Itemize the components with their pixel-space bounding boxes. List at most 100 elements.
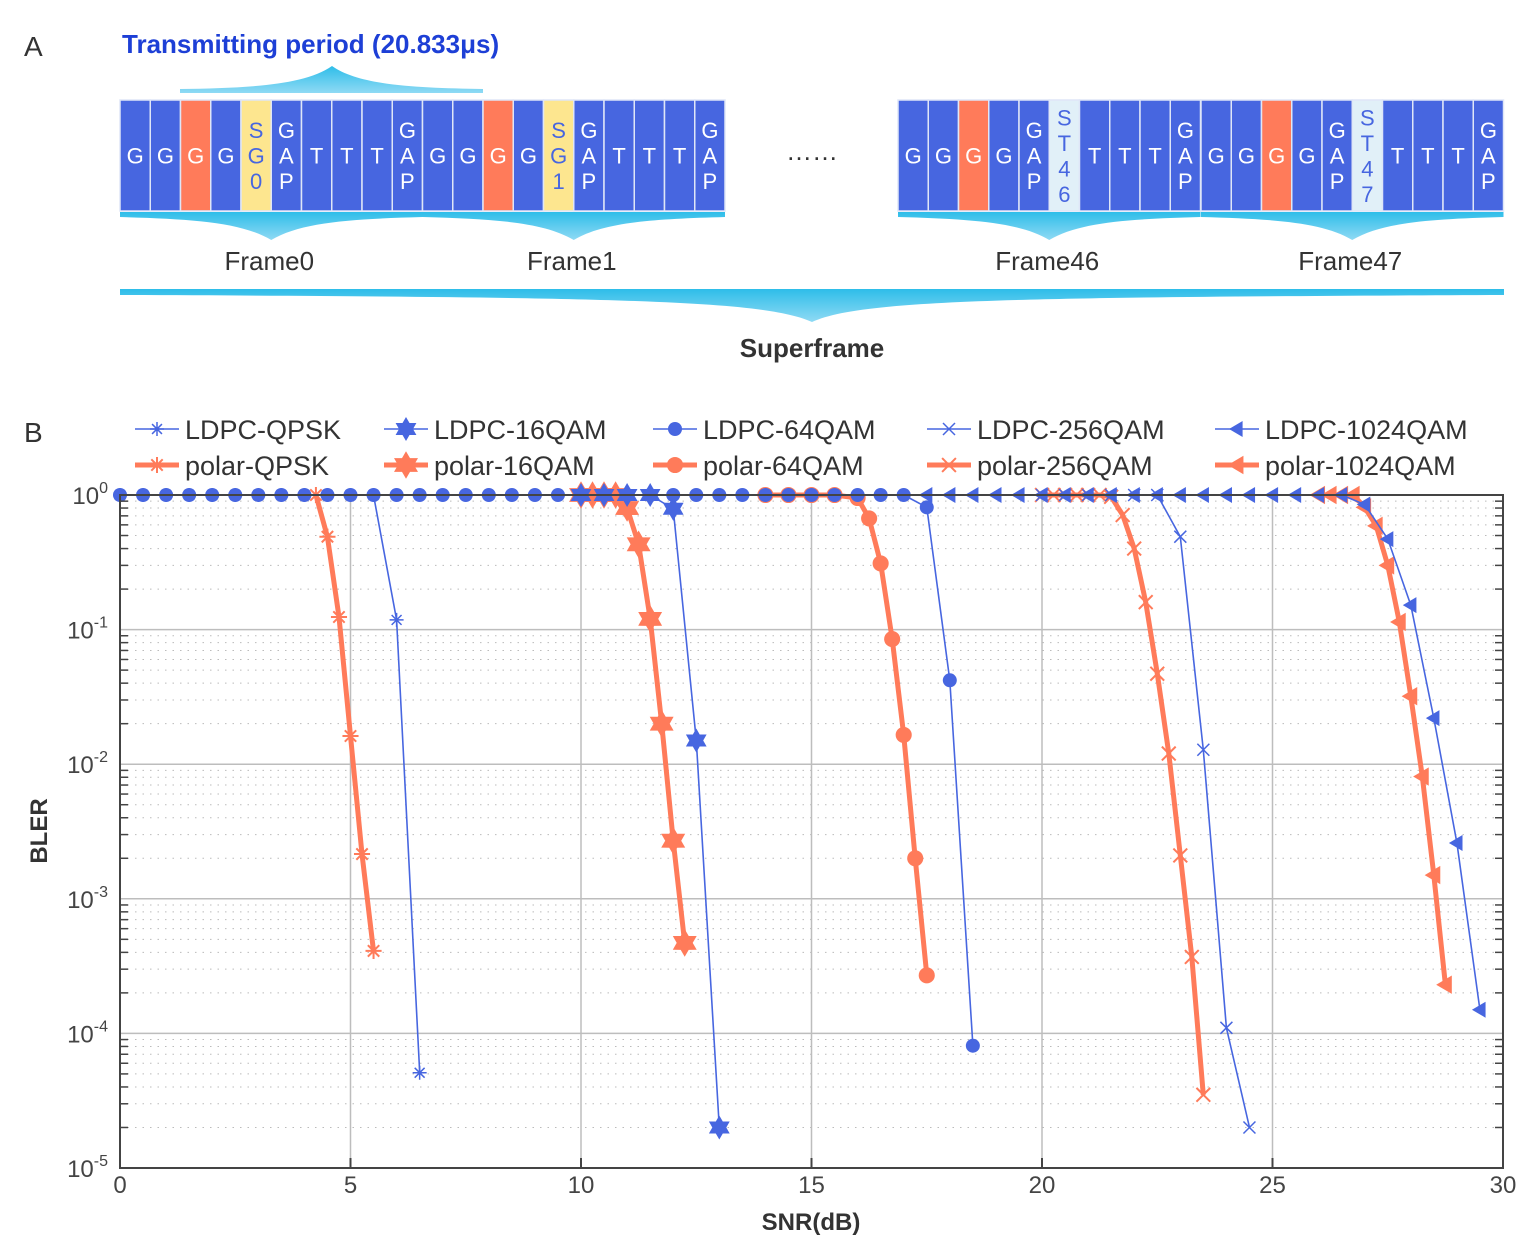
cell-t <box>663 99 696 212</box>
cell-text: T <box>1088 144 1101 169</box>
cell-text: T <box>340 144 353 169</box>
cell-g <box>149 99 182 212</box>
data-point-x <box>1195 1087 1211 1103</box>
cell-text: G <box>127 144 144 169</box>
data-point-x <box>1219 1021 1233 1035</box>
data-point-triangle-left <box>1436 975 1452 994</box>
cell-t <box>1381 99 1414 212</box>
series-polar-QPSK <box>307 486 382 959</box>
cell-st46 <box>1048 99 1081 212</box>
cell-text: 7 <box>1361 182 1373 207</box>
y-tick-label: 10-3 <box>67 884 108 914</box>
cell-text: A <box>582 144 597 169</box>
legend: LDPC-QPSK LDPC-16QAM LDPC-64QAM LDPC-256QAM… <box>135 415 1468 481</box>
data-point-hexagram <box>615 494 640 522</box>
transmitting-period-brace <box>180 66 483 93</box>
cell-text: P <box>1330 169 1345 194</box>
x-tick-label: 15 <box>798 1172 825 1199</box>
data-point-circle <box>666 456 684 474</box>
legend-item: polar-1024QAM <box>1215 451 1456 481</box>
cell-text: T <box>1391 144 1404 169</box>
legend-item: LDPC-16QAM <box>384 415 607 445</box>
series-line <box>1042 494 1251 1128</box>
data-point-asterisk <box>365 942 382 959</box>
cell-text: A <box>1178 144 1193 169</box>
frame-label: Frame46 <box>995 246 1099 276</box>
cell-g <box>1291 99 1323 212</box>
chart-grid <box>119 494 1504 1169</box>
cell-text: T <box>370 144 383 169</box>
data-point-triangle-left <box>1401 687 1418 706</box>
legend-label: polar-QPSK <box>185 451 329 481</box>
cell-text: G <box>399 118 416 143</box>
cell-text: T <box>643 144 656 169</box>
frame-label: Frame47 <box>1298 246 1402 276</box>
legend-item: LDPC-1024QAM <box>1215 415 1468 445</box>
data-point-circle <box>942 673 957 688</box>
data-point-circle <box>668 422 682 436</box>
cell-text: G <box>550 144 567 169</box>
data-point-hexagram <box>662 496 684 521</box>
data-point-asterisk <box>389 612 404 627</box>
cell-text: G <box>1329 118 1346 143</box>
data-point-circle <box>918 967 935 984</box>
cell-g <box>957 99 990 212</box>
legend-label: polar-16QAM <box>434 451 595 481</box>
legend-item: polar-256QAM <box>927 451 1153 481</box>
series-polar-256QAM <box>1034 487 1211 1103</box>
cell-g <box>452 99 484 212</box>
legend-label: polar-64QAM <box>703 451 864 481</box>
cell-text: T <box>1451 144 1464 169</box>
cell-t <box>1109 99 1141 212</box>
series-LDPC-1024QAM <box>918 487 1486 1018</box>
cell-text: G <box>187 144 204 169</box>
cell-text: G <box>1238 144 1255 169</box>
legend-item: polar-QPSK <box>135 451 329 481</box>
frame-brace <box>898 212 1201 240</box>
data-point-triangle-left <box>1413 767 1429 786</box>
data-point-x <box>1196 743 1210 757</box>
data-point-x <box>1126 540 1142 557</box>
cell-t <box>603 99 635 212</box>
cell-text: P <box>1481 169 1496 194</box>
cell-gap <box>1321 99 1353 212</box>
cell-t <box>300 99 333 212</box>
legend-label: LDPC-256QAM <box>977 415 1165 445</box>
cell-text: A <box>1481 144 1496 169</box>
frame-braces: Frame0 Frame1 Frame46 Frame47 <box>120 212 1504 276</box>
data-point-triangle-left <box>1379 531 1394 548</box>
data-point-circle <box>965 1038 980 1053</box>
data-point-hexagram <box>638 605 663 633</box>
data-point-circle <box>884 631 901 648</box>
cell-text: P <box>1178 169 1193 194</box>
series-line <box>1318 492 1448 985</box>
data-point-triangle-left <box>1424 865 1441 885</box>
cell-text: G <box>1177 118 1194 143</box>
data-point-triangle-left <box>1448 834 1463 851</box>
data-point-asterisk <box>353 846 371 863</box>
data-point-x <box>1138 594 1154 610</box>
data-point-asterisk <box>148 456 166 474</box>
cell-t <box>633 99 666 212</box>
cell-text: P <box>582 169 597 194</box>
series-polar-64QAM <box>757 486 935 984</box>
cell-text: T <box>310 144 323 169</box>
axis-ticks: 100 10-1 10-2 10-3 10-4 10-50 5 10 15 20 25 30 <box>67 480 1516 1199</box>
data-point-circle <box>907 850 924 867</box>
cell-text: G <box>1298 144 1315 169</box>
cell-text: G <box>459 144 476 169</box>
data-point-x <box>1242 1120 1256 1135</box>
legend-item: LDPC-256QAM <box>927 415 1165 445</box>
cell-st47 <box>1351 99 1384 212</box>
frame-brace <box>1201 212 1504 240</box>
data-point-asterisk <box>412 1065 427 1080</box>
data-point-triangle-left <box>1390 612 1406 632</box>
chart-plot-area <box>113 481 1486 1140</box>
cell-g <box>482 99 514 212</box>
series-line <box>1042 492 1206 1096</box>
cell-text: G <box>1480 118 1497 143</box>
panel-b: B 100 10-1 10-2 10-3 10-4 10-50 5 10 15 20 25 30 SN… <box>24 415 1516 1236</box>
